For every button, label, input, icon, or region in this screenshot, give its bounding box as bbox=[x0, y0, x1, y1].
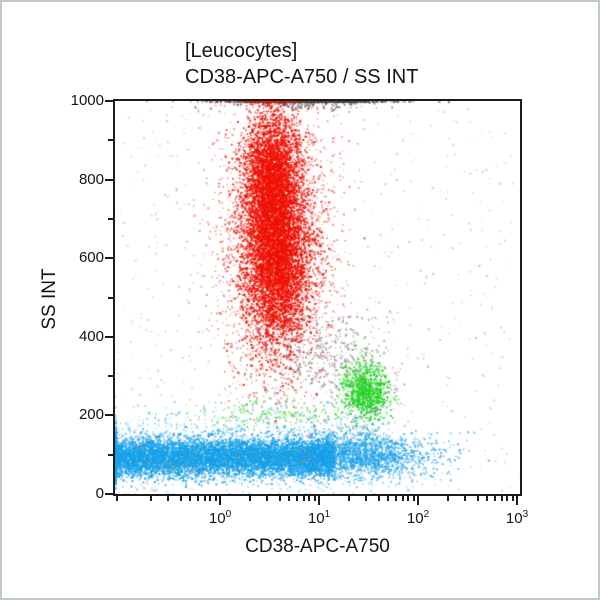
y-minor-tick bbox=[108, 217, 113, 220]
x-minor-tick bbox=[412, 496, 415, 501]
x-major-tick bbox=[516, 496, 519, 505]
x-minor-tick bbox=[296, 496, 299, 501]
x-minor-tick bbox=[115, 496, 118, 501]
x-minor-tick bbox=[387, 496, 390, 501]
plot-title-block: [Leucocytes] CD38-APC-A750 / SS INT bbox=[185, 38, 418, 90]
y-minor-tick bbox=[108, 296, 113, 299]
x-major-tick bbox=[417, 496, 420, 505]
scatter-canvas bbox=[115, 101, 520, 494]
gate-title: [Leucocytes] bbox=[185, 40, 298, 62]
y-major-tick bbox=[105, 493, 113, 495]
x-minor-tick bbox=[214, 496, 217, 501]
x-minor-tick bbox=[278, 496, 281, 501]
y-major-tick bbox=[105, 414, 113, 417]
parameters-subtitle: CD38-APC-A750 / SS INT bbox=[185, 66, 419, 88]
x-minor-tick bbox=[401, 496, 404, 501]
x-minor-tick bbox=[179, 496, 182, 501]
x-tick-label: 100 bbox=[208, 509, 232, 527]
x-minor-tick bbox=[149, 496, 152, 501]
x-minor-tick bbox=[347, 496, 350, 501]
y-minor-tick bbox=[108, 453, 113, 456]
x-minor-tick bbox=[266, 496, 269, 501]
x-minor-tick bbox=[197, 496, 200, 501]
x-minor-tick bbox=[494, 496, 497, 501]
y-minor-tick bbox=[108, 375, 113, 378]
x-minor-tick bbox=[395, 496, 398, 501]
x-minor-tick bbox=[167, 496, 170, 501]
x-minor-tick bbox=[248, 496, 251, 501]
x-tick-label: 103 bbox=[505, 509, 529, 527]
x-minor-tick bbox=[365, 496, 368, 501]
x-minor-tick bbox=[189, 496, 192, 501]
x-minor-tick bbox=[313, 496, 316, 501]
y-tick-label: 200 bbox=[78, 406, 104, 424]
y-minor-tick bbox=[108, 139, 113, 142]
x-tick-label: 101 bbox=[307, 509, 331, 527]
x-minor-tick bbox=[500, 496, 503, 501]
x-minor-tick bbox=[464, 496, 467, 501]
x-minor-tick bbox=[446, 496, 449, 501]
x-tick-label: 102 bbox=[406, 509, 430, 527]
x-major-tick bbox=[318, 496, 321, 505]
x-minor-tick bbox=[302, 496, 305, 501]
y-tick-label: 1000 bbox=[70, 92, 104, 109]
x-minor-tick bbox=[511, 496, 514, 501]
x-minor-tick bbox=[407, 496, 410, 501]
x-minor-tick bbox=[486, 496, 489, 501]
plot-area bbox=[113, 99, 522, 496]
x-minor-tick bbox=[209, 496, 212, 501]
y-major-tick bbox=[105, 100, 113, 102]
y-tick-label: 0 bbox=[95, 485, 104, 502]
x-minor-tick bbox=[476, 496, 479, 501]
y-major-tick bbox=[105, 257, 113, 260]
x-major-tick bbox=[219, 496, 222, 505]
x-minor-tick bbox=[203, 496, 206, 501]
x-minor-tick bbox=[377, 496, 380, 501]
x-axis-label: CD38-APC-A750 bbox=[245, 536, 390, 557]
y-major-tick bbox=[105, 335, 113, 338]
y-major-tick bbox=[105, 178, 113, 181]
y-axis-label: SS INT bbox=[39, 268, 60, 330]
x-minor-tick bbox=[506, 496, 509, 501]
y-tick-label: 600 bbox=[78, 249, 104, 267]
y-tick-label: 800 bbox=[78, 170, 104, 188]
y-tick-label: 400 bbox=[78, 327, 104, 345]
x-minor-tick bbox=[288, 496, 291, 501]
x-minor-tick bbox=[308, 496, 311, 501]
